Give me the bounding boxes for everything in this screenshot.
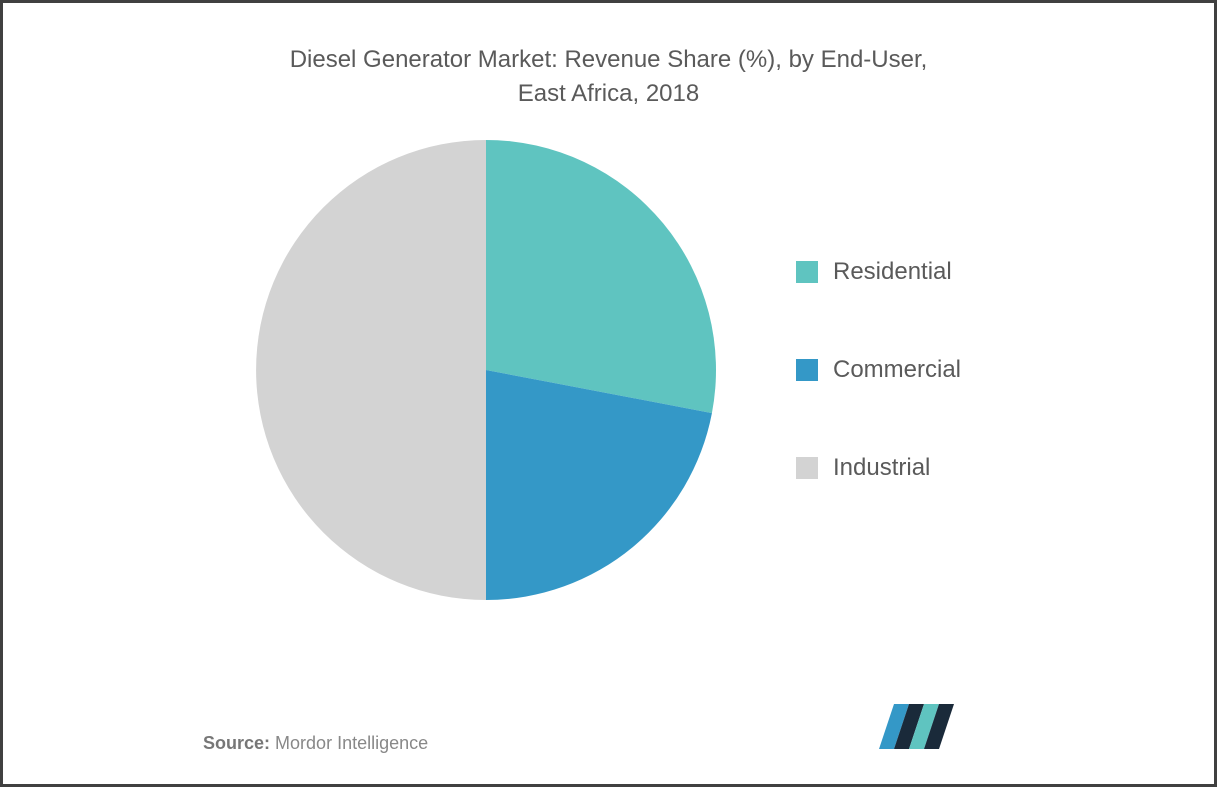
pie-chart-wrapper	[256, 140, 716, 600]
pie-slice-industrial	[256, 140, 486, 600]
footer: Source: Mordor Intelligence	[3, 704, 1214, 754]
title-line-2: East Africa, 2018	[518, 80, 699, 107]
pie-slice-residential	[486, 140, 716, 413]
legend-label: Industrial	[833, 454, 930, 482]
source-attribution: Source: Mordor Intelligence	[203, 733, 428, 754]
source-label: Source:	[203, 733, 270, 753]
legend: Residential Commercial Industrial	[796, 258, 961, 482]
source-name: Mordor Intelligence	[275, 733, 428, 753]
legend-item-residential: Residential	[796, 258, 961, 286]
legend-item-commercial: Commercial	[796, 356, 961, 384]
legend-swatch-icon	[796, 457, 818, 479]
legend-label: Commercial	[833, 356, 961, 384]
legend-item-industrial: Industrial	[796, 454, 961, 482]
legend-swatch-icon	[796, 261, 818, 283]
mordor-logo-icon	[879, 704, 954, 754]
pie-chart	[256, 140, 716, 600]
chart-container: Residential Commercial Industrial	[23, 140, 1194, 600]
title-line-1: Diesel Generator Market: Revenue Share (…	[290, 46, 928, 73]
chart-title: Diesel Generator Market: Revenue Share (…	[23, 43, 1194, 110]
legend-swatch-icon	[796, 359, 818, 381]
legend-label: Residential	[833, 258, 952, 286]
